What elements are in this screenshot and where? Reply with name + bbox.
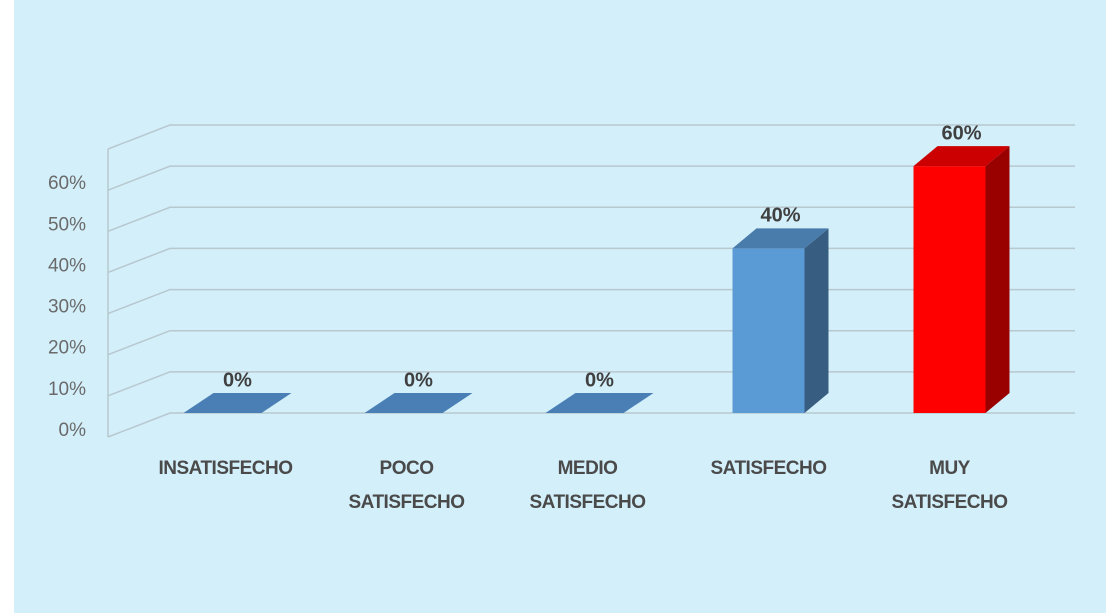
y-tick-label: 10% — [48, 379, 86, 400]
y-tick-label: 50% — [48, 214, 86, 235]
chart: 0% 10% 20% 30% 40% 50% 60% 0% 0% 0% 40% 60% INSATIS… — [0, 0, 1106, 613]
y-tick-label: 20% — [48, 338, 86, 359]
bar-side — [986, 146, 1010, 413]
bar-top — [546, 393, 654, 413]
x-tick-label: SATISFECHO — [694, 452, 844, 486]
wall-edge — [108, 125, 170, 149]
bar-front — [733, 248, 805, 413]
value-label: 0% — [585, 369, 614, 391]
y-tick-label: 0% — [59, 420, 87, 441]
value-label: 60% — [941, 122, 981, 144]
bar-side — [805, 228, 829, 413]
bar-front — [914, 166, 986, 413]
x-tick-label: MEDIO SATISFECHO — [513, 452, 663, 520]
bar-top — [365, 393, 473, 413]
x-tick-label: INSATISFECHO — [151, 452, 301, 486]
plot: 0% 10% 20% 30% 40% 50% 60% 0% 0% 0% 40% 60% — [0, 0, 1106, 613]
value-label: 0% — [404, 369, 433, 391]
bar-top — [184, 393, 292, 413]
y-tick-label: 60% — [48, 173, 86, 194]
value-label: 0% — [223, 369, 252, 391]
x-tick-label: MUY SATISFECHO — [875, 452, 1025, 520]
x-tick-label: POCO SATISFECHO — [332, 452, 482, 520]
value-label: 40% — [760, 205, 800, 227]
grid-line — [108, 413, 1075, 437]
y-tick-label: 30% — [48, 297, 86, 318]
y-tick-label: 40% — [48, 255, 86, 276]
